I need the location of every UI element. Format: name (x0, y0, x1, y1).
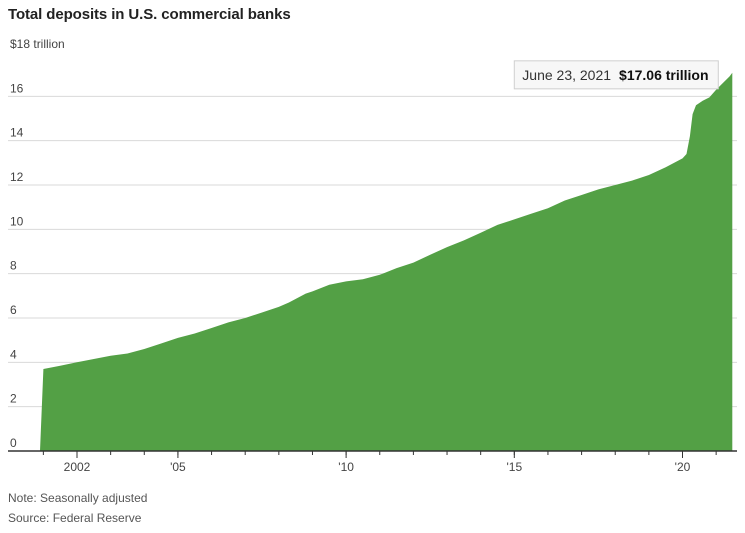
callout-text: June 23, 2021 $17.06 trillion (522, 67, 708, 83)
callout: June 23, 2021 $17.06 trillion (513, 60, 719, 90)
y-tick-label: 2 (10, 392, 17, 406)
callout-value: $17.06 trillion (619, 67, 708, 83)
y-tick-label: 16 (10, 81, 24, 95)
x-tick-label: '05 (170, 460, 186, 474)
x-tick-label: '20 (675, 460, 691, 474)
source-text: Source: Federal Reserve (8, 511, 142, 525)
y-tick-label: 14 (10, 126, 24, 140)
y-unit-label: $18 trillion (10, 37, 65, 51)
chart-title: Total deposits in U.S. commercial banks (8, 6, 291, 23)
x-tick-label: 2002 (64, 460, 91, 474)
x-tick-label: '15 (506, 460, 522, 474)
callout-box (513, 60, 719, 90)
y-tick-label: 10 (10, 214, 24, 228)
y-tick-label: 6 (10, 303, 17, 317)
y-tick-label: 8 (10, 259, 17, 273)
deposits-area (40, 72, 733, 452)
callout-date: June 23, 2021 (522, 67, 611, 83)
y-tick-label: 12 (10, 170, 24, 184)
y-tick-label: 4 (10, 347, 17, 361)
x-tick-label: '10 (338, 460, 354, 474)
x-axis-ticks: 2002 '05 '10 '15 '20 (42, 451, 717, 474)
y-axis-labels: 0 2 4 6 8 10 12 14 16 (10, 81, 24, 450)
note-text: Note: Seasonally adjusted (8, 491, 148, 505)
y-tick-label: 0 (10, 436, 17, 450)
